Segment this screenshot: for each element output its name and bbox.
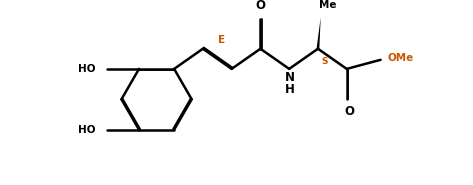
Text: HO: HO (78, 64, 96, 74)
Text: O: O (344, 105, 354, 118)
Text: OMe: OMe (388, 53, 414, 63)
Text: HO: HO (78, 125, 96, 135)
Text: S: S (321, 57, 328, 66)
Text: O: O (255, 0, 265, 12)
Text: H: H (285, 83, 295, 96)
Polygon shape (316, 17, 321, 49)
Text: Me: Me (319, 0, 337, 10)
Text: N: N (285, 71, 295, 84)
Text: E: E (219, 35, 226, 45)
